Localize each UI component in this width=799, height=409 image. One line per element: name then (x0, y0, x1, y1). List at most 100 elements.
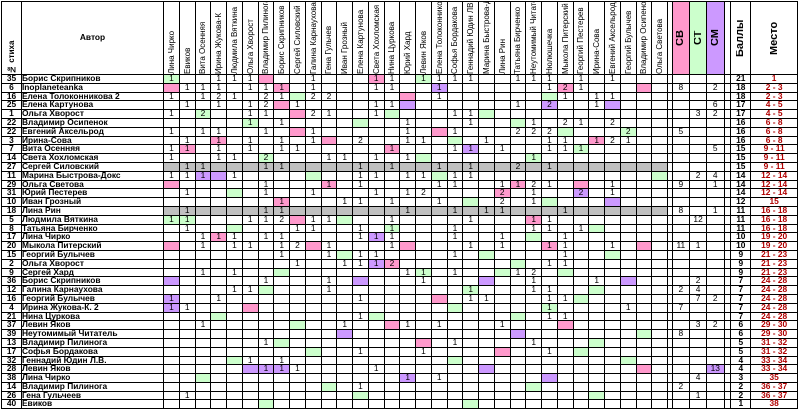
vote-cell (210, 188, 228, 199)
vote-cell: 1 (430, 179, 448, 190)
vote-cell (194, 390, 212, 401)
vote-cell (273, 258, 291, 269)
vote-cell (525, 100, 543, 111)
vote-cell (556, 223, 574, 234)
place-cell: 15 (750, 197, 798, 207)
poem-number: 12 (1, 285, 22, 295)
vote-cell (210, 179, 228, 190)
vote-cell (541, 249, 558, 260)
vote-cell (493, 170, 511, 181)
vote-cell (525, 232, 543, 243)
vote-cell (367, 399, 385, 409)
vote-cell (194, 74, 212, 84)
vote-cell: 2 (525, 179, 543, 190)
vote-cell (178, 249, 196, 260)
spacer-cell (723, 320, 732, 331)
vote-cell (509, 276, 527, 287)
vote-cell (289, 161, 306, 172)
vote-cell (241, 205, 259, 216)
vote-cell (241, 302, 259, 313)
author-name: Татьяна Бирченко (20, 223, 165, 234)
vote-cell (273, 223, 291, 234)
vote-cell (163, 249, 180, 260)
header-judge: Ирина Жукова-К (210, 1, 228, 75)
vote-cell (446, 320, 464, 331)
vote-cell (525, 355, 543, 366)
spacer-cell (723, 179, 732, 190)
vote-cell (446, 329, 464, 339)
vote-cell: 1 (241, 100, 259, 111)
vote-cell (241, 346, 259, 357)
vote-cell: 1 (588, 100, 606, 111)
vote-cell: 1 (493, 232, 511, 243)
vote-cell (556, 381, 574, 392)
vote-cell (588, 293, 606, 304)
vote-cell: 1 (525, 188, 543, 199)
vote-cell (226, 337, 243, 348)
vote-cell: 1 (257, 337, 275, 348)
vote-cell (210, 329, 228, 339)
vote-cell (635, 399, 653, 409)
vote-cell (226, 373, 243, 383)
score-cell: 9 (730, 267, 752, 278)
judge-name: Ирина Жукова-К (214, 12, 224, 74)
vote-cell (493, 82, 511, 93)
st-cell (689, 74, 707, 84)
vote-cell (572, 346, 590, 357)
vote-cell: 1 (289, 364, 306, 375)
vote-cell (635, 293, 653, 304)
vote-cell (336, 302, 354, 313)
vote-cell: 1 (304, 126, 322, 137)
vote-cell (604, 223, 621, 234)
vote-cell (352, 329, 369, 339)
vote-cell: 1 (383, 241, 401, 251)
vote-cell (383, 302, 401, 313)
vote-cell (541, 355, 558, 366)
vote-cell (399, 311, 417, 322)
poem-number: 20 (1, 241, 22, 251)
vote-cell: 2 (541, 100, 558, 111)
vote-cell (651, 241, 669, 251)
st-cell (689, 399, 707, 409)
vote-cell (304, 320, 322, 331)
vote-cell (383, 135, 401, 146)
header-row: № стиха Автор Лина Чирко Евиков Вита Осенн… (1, 1, 798, 75)
vote-cell (194, 399, 212, 409)
vote-cell (194, 153, 212, 163)
vote-cell (556, 170, 574, 181)
vote-cell (619, 346, 637, 357)
vote-cell (241, 399, 259, 409)
vote-cell (367, 373, 385, 383)
vote-cell (493, 161, 511, 172)
vote-cell (257, 302, 275, 313)
vote-cell (509, 355, 527, 366)
vote-cell (572, 179, 590, 190)
vote-cell (163, 205, 180, 216)
vote-cell (178, 355, 196, 366)
sv-cell (671, 293, 691, 304)
vote-cell: 1 (478, 205, 495, 216)
vote-cell (572, 355, 590, 366)
vote-cell (430, 241, 448, 251)
vote-cell: 1 (619, 302, 637, 313)
score-cell: 15 (730, 144, 752, 155)
score-cell: 16 (730, 117, 752, 128)
header-spacer (667, 1, 673, 75)
vote-cell (572, 267, 590, 278)
vote-cell (336, 346, 354, 357)
vote-cell (446, 285, 464, 295)
vote-cell (304, 373, 322, 383)
vote-cell: 2 (304, 91, 322, 102)
vote-cell (178, 285, 196, 295)
vote-cell (604, 337, 621, 348)
vote-cell (462, 311, 480, 322)
score-cell: 11 (730, 223, 752, 234)
vote-cell (446, 346, 464, 357)
vote-cell: 1 (525, 117, 543, 128)
vote-cell (604, 293, 621, 304)
vote-cell (415, 293, 432, 304)
vote-cell (651, 337, 669, 348)
vote-cell (572, 381, 590, 392)
sv-cell (671, 311, 691, 322)
vote-cell (163, 117, 180, 128)
